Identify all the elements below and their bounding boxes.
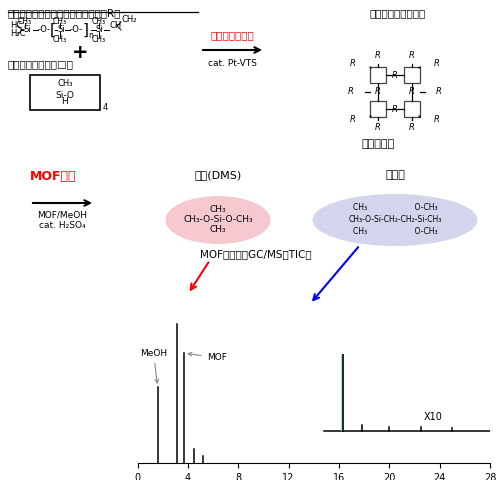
- Text: Si: Si: [57, 25, 64, 35]
- Text: CH₃: CH₃: [92, 16, 106, 25]
- Text: +: +: [72, 43, 88, 61]
- Text: CH₃: CH₃: [53, 16, 67, 25]
- Text: cat. H₂SO₄: cat. H₂SO₄: [38, 221, 86, 230]
- Text: CH₃                    O-CH₃: CH₃ O-CH₃: [352, 204, 438, 213]
- Text: R: R: [409, 87, 415, 96]
- Text: R: R: [392, 105, 398, 113]
- Ellipse shape: [166, 196, 270, 244]
- Ellipse shape: [312, 194, 478, 246]
- Text: R: R: [348, 87, 354, 96]
- Text: 分解生成物: 分解生成物: [362, 139, 395, 149]
- Text: R: R: [409, 51, 415, 60]
- Text: 主鎖(DMS): 主鎖(DMS): [194, 170, 242, 180]
- Bar: [370, 67, 386, 83]
- Text: CH₂: CH₂: [121, 15, 136, 24]
- Text: [: [: [50, 23, 56, 37]
- Text: Si-O: Si-O: [56, 91, 74, 99]
- Text: CH₃: CH₃: [92, 35, 106, 44]
- Text: H: H: [62, 97, 68, 107]
- Bar: [30, 75, 100, 110]
- Bar: [404, 101, 420, 117]
- Text: CH₃: CH₃: [57, 79, 73, 87]
- Text: 架橋ポリシロキサン: 架橋ポリシロキサン: [370, 8, 426, 18]
- Text: n: n: [88, 32, 93, 40]
- Text: MOF/MeOH: MOF/MeOH: [37, 211, 87, 220]
- Text: cat. Pt-VTS: cat. Pt-VTS: [208, 59, 256, 68]
- Text: CH: CH: [109, 22, 121, 31]
- Text: R: R: [434, 116, 440, 124]
- Bar: [370, 101, 386, 117]
- Text: CH₃: CH₃: [18, 16, 32, 25]
- Text: Si: Si: [23, 25, 30, 35]
- Text: MOF分解物のGC/MS（TIC）: MOF分解物のGC/MS（TIC）: [200, 249, 312, 259]
- Text: R: R: [375, 51, 381, 60]
- Text: H₂C: H₂C: [10, 29, 26, 38]
- Text: MOF: MOF: [188, 352, 226, 362]
- Text: R: R: [350, 60, 356, 69]
- Text: HC: HC: [10, 22, 22, 31]
- Text: CH₃: CH₃: [53, 35, 67, 44]
- Text: CH₃-O-Si-O-CH₃: CH₃-O-Si-O-CH₃: [183, 215, 253, 224]
- Text: R: R: [409, 123, 415, 132]
- Text: ]: ]: [83, 23, 89, 37]
- Text: MOF分解: MOF分解: [30, 170, 76, 183]
- Text: ビニル末端直鎖型ポリシロキサン（R）: ビニル末端直鎖型ポリシロキサン（R）: [8, 8, 121, 18]
- Text: CH₃                    O-CH₃: CH₃ O-CH₃: [352, 227, 438, 236]
- Text: CH₃-O-Si-CH₂-CH₂-Si-CH₃: CH₃-O-Si-CH₂-CH₂-Si-CH₃: [348, 215, 442, 224]
- Bar: [404, 67, 420, 83]
- Text: Si: Si: [96, 25, 104, 35]
- Text: CH₃: CH₃: [210, 226, 226, 235]
- Bar: [341, 355, 344, 431]
- Text: 環状シロキサン（□）: 環状シロキサン（□）: [8, 59, 74, 69]
- Text: 4: 4: [103, 104, 108, 112]
- Text: R: R: [375, 123, 381, 132]
- Text: R: R: [434, 60, 440, 69]
- Text: -O-: -O-: [70, 25, 83, 35]
- Text: MeOH: MeOH: [140, 348, 167, 383]
- Text: ヒドロシリル化: ヒドロシリル化: [210, 30, 254, 40]
- Text: R: R: [392, 71, 398, 80]
- Text: R: R: [436, 87, 442, 96]
- Text: 架橋点: 架橋点: [385, 170, 405, 180]
- Text: X10: X10: [424, 412, 443, 422]
- Text: CH₃: CH₃: [210, 205, 226, 215]
- Text: R: R: [375, 87, 381, 96]
- Text: R: R: [350, 116, 356, 124]
- Text: -O-: -O-: [38, 25, 51, 35]
